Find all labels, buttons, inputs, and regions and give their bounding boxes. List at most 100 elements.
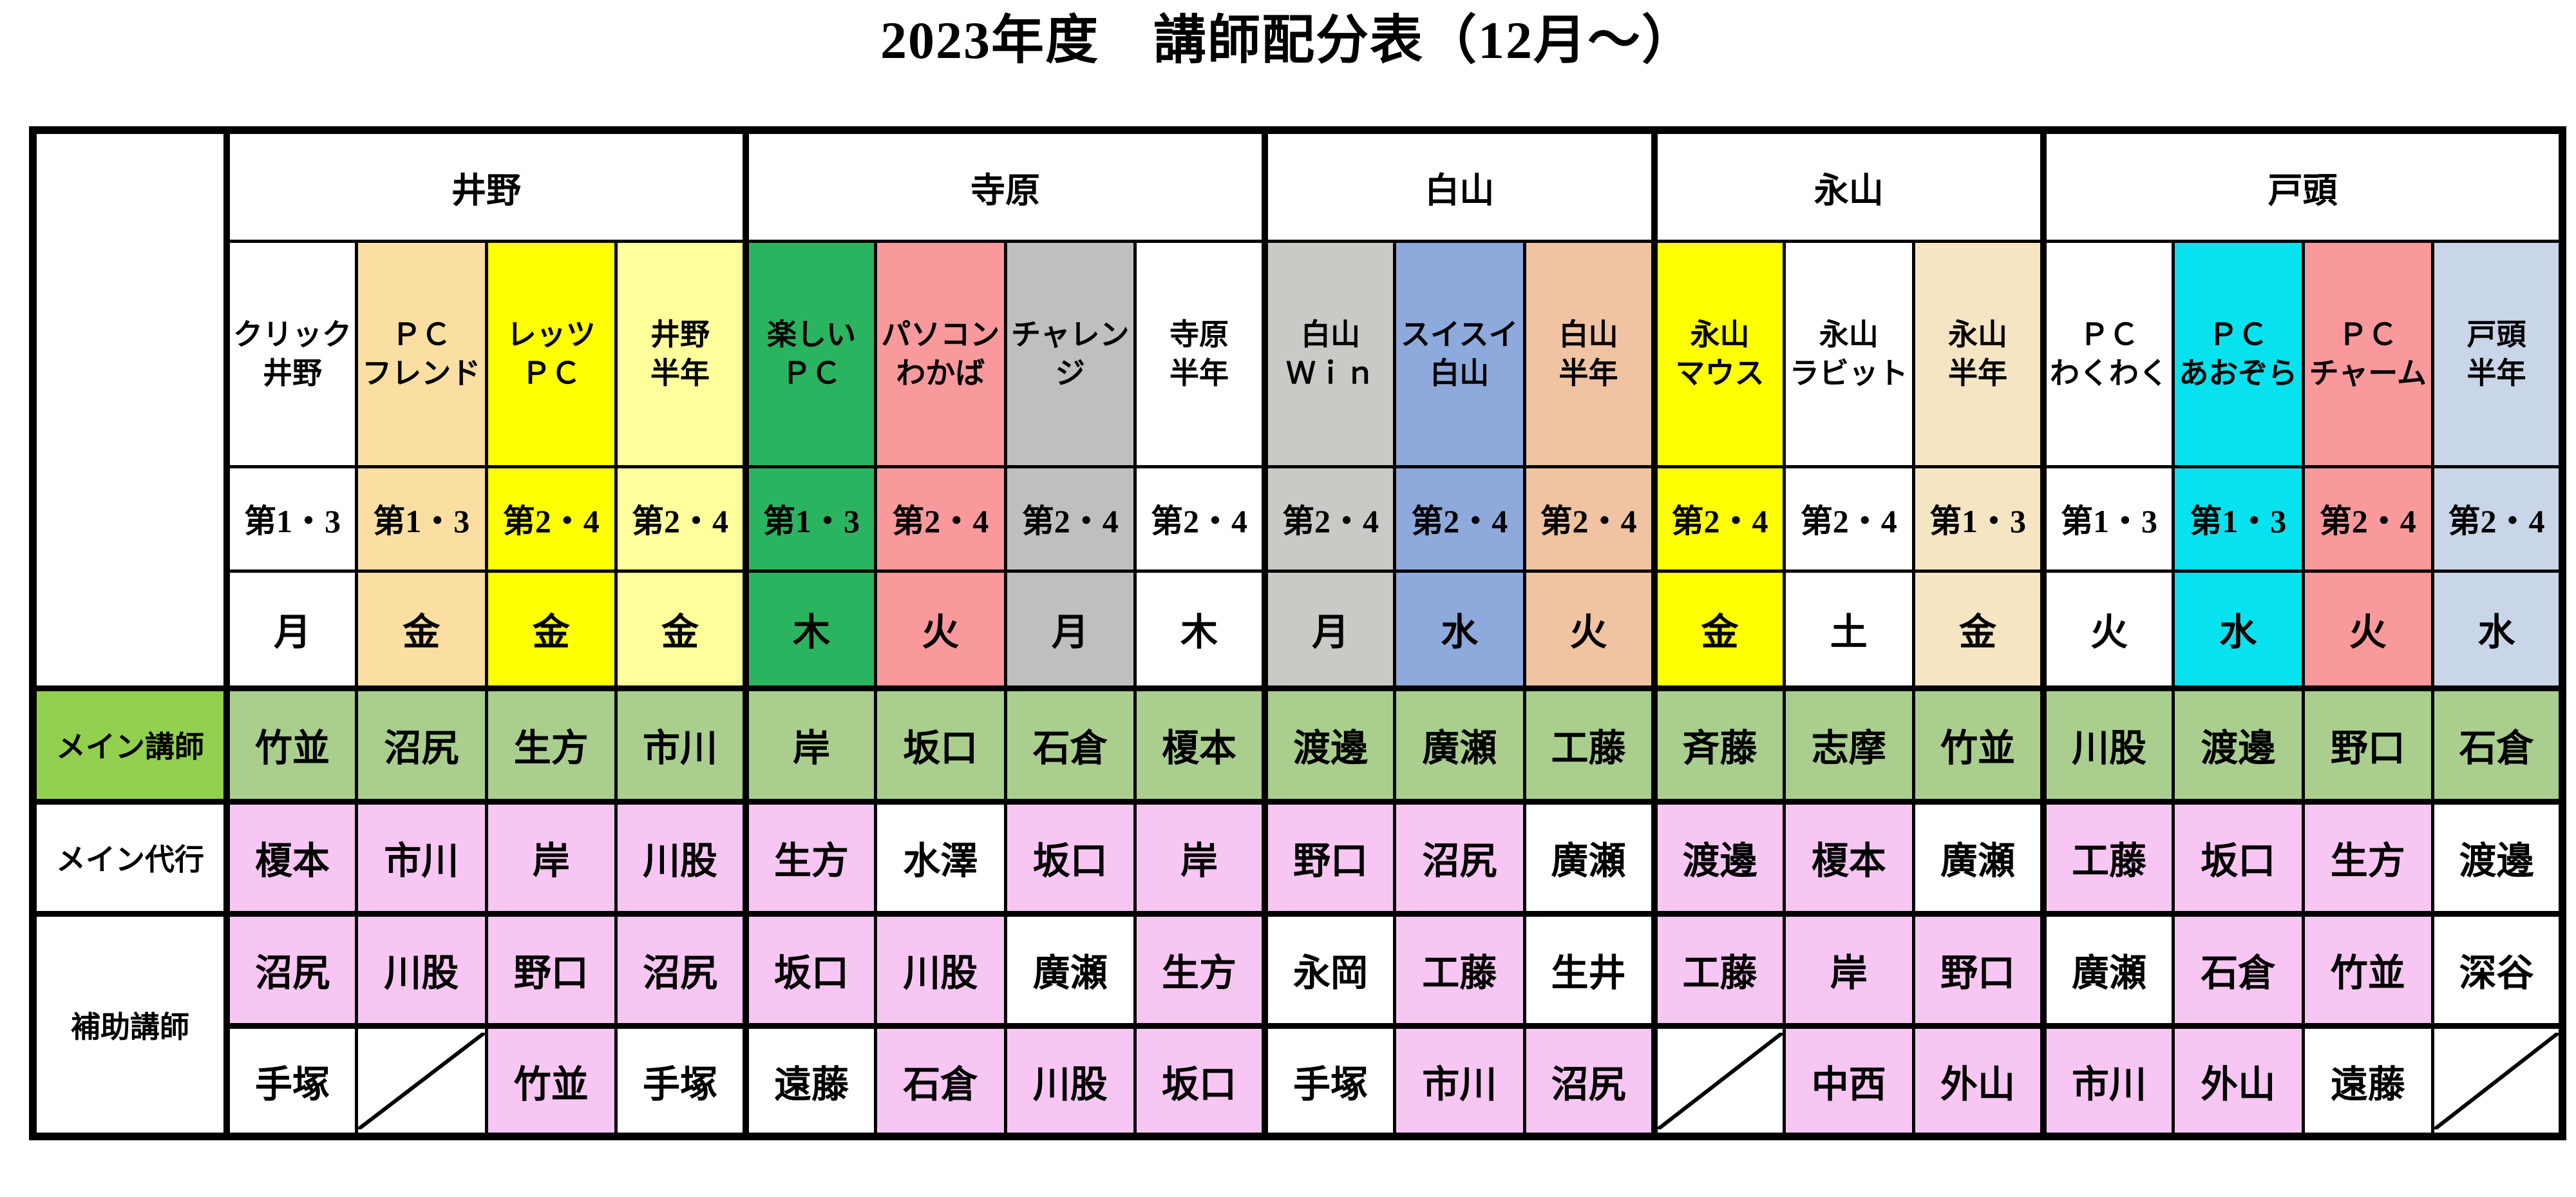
schedule-cell: 第1・3	[743, 464, 877, 573]
main-instructor-cell: 榎本	[1133, 685, 1267, 803]
day-cell: 金	[614, 569, 748, 690]
assistant-instructor-cell-2: 坂口	[1133, 1022, 1267, 1138]
day-cell: 水	[2172, 569, 2305, 690]
corner-cell	[31, 128, 230, 690]
assistant-instructor-cell-1: 生井	[1522, 910, 1656, 1028]
deputy-instructor-cell: 坂口	[1003, 798, 1137, 915]
deputy-instructor-cell: 廣瀬	[1912, 798, 2045, 915]
assistant-instructor-cell-1: 川股	[355, 910, 488, 1028]
schedule-cell: 第2・4	[1393, 464, 1526, 573]
deputy-instructor-row: メイン代行 榎本 市川岸川股 生方 水澤 坂口岸野口 沼尻 廣瀬 渡邊 榎本 廣瀬 工藤 坂口 生方 渡邊	[31, 798, 2564, 915]
main-instructor-cell: 岸	[743, 685, 877, 803]
deputy-instructor-cell: 市川	[355, 798, 488, 915]
day-cell: 金	[484, 569, 618, 690]
deputy-instructor-cell: 工藤	[2040, 798, 2175, 915]
deputy-instructor-cell: 榎本	[223, 798, 358, 915]
location-header: 永山	[1651, 128, 2045, 243]
assistant-instructor-cell-2: 川股	[1003, 1022, 1137, 1138]
diagonal-slash-cell	[355, 1022, 488, 1138]
class-name-cell: クリック 井野	[223, 239, 358, 468]
schedule-cell: 第2・4	[1651, 464, 1786, 573]
location-header: 白山	[1262, 128, 1656, 243]
schedule-cell: 第2・4	[484, 464, 618, 573]
main-instructor-cell: 沼尻	[355, 685, 488, 803]
assistant-instructor-cell-2: 中西	[1782, 1022, 1915, 1138]
day-cell: 木	[1133, 569, 1267, 690]
assistant-instructor-cell-1: 深谷	[2431, 910, 2564, 1028]
main-instructor-cell: 工藤	[1522, 685, 1656, 803]
assistant-instructor-cell-2: 市川	[1393, 1022, 1526, 1138]
location-header: 寺原	[743, 128, 1267, 243]
diagonal-slash-cell	[2431, 1022, 2564, 1138]
assistant-instructor-cell-1: 工藤	[1393, 910, 1526, 1028]
main-instructor-cell: 市川	[614, 685, 748, 803]
location-header: 戸頭	[2040, 128, 2564, 243]
assistant-instructor-cell-1: 野口	[1912, 910, 2045, 1028]
class-name-cell: チャレンジ	[1003, 239, 1137, 468]
main-instructor-cell: 生方	[484, 685, 618, 803]
day-cell: 金	[355, 569, 488, 690]
deputy-instructor-cell: 岸	[484, 798, 618, 915]
assistant-instructor-cell-2: 手塚	[1262, 1022, 1396, 1138]
class-name-cell: レッツ ＰＣ	[484, 239, 618, 468]
main-instructor-cell: 野口	[2301, 685, 2434, 803]
assistant-instructor-cell-2: 石倉	[874, 1022, 1007, 1138]
main-instructor-cell: 坂口	[874, 685, 1007, 803]
assistant-instructor-cell-1: 生方	[1133, 910, 1267, 1028]
main-instructor-cell: 石倉	[1003, 685, 1137, 803]
schedule-cell: 第2・4	[2431, 464, 2564, 573]
instructor-allocation-table: 井野 寺原 白山 永山 戸頭 クリック 井野 ＰＣ フレンド レッツ ＰＣ 井野 半年 楽しい ＰＣ パソコ…	[29, 126, 2566, 1141]
main-instructor-row: メイン講師 竹並 沼尻 生方 市川岸坂口 石倉 榎本 渡邊 廣瀬 工藤 斉藤 志摩 竹並 川股 渡邊 野口石…	[31, 685, 2564, 803]
assistant-instructor-cell-2: 遠藤	[743, 1022, 877, 1138]
assistant-instructor-cell-2: 遠藤	[2301, 1022, 2434, 1138]
main-instructor-cell: 斉藤	[1651, 685, 1786, 803]
main-instructor-cell: 志摩	[1782, 685, 1915, 803]
schedule-cell: 第2・4	[874, 464, 1007, 573]
schedule-cell: 第2・4	[614, 464, 748, 573]
main-instructor-cell: 廣瀬	[1393, 685, 1526, 803]
class-name-cell: 楽しい ＰＣ	[743, 239, 877, 468]
day-cell: 金	[1912, 569, 2045, 690]
schedule-cell: 第1・3	[1912, 464, 2045, 573]
assistant-instructor-cell-2: 沼尻	[1522, 1022, 1656, 1138]
day-cell: 金	[1651, 569, 1786, 690]
diagonal-slash-cell	[1651, 1022, 1786, 1138]
class-name-cell: 白山 半年	[1522, 239, 1656, 468]
class-name-cell: ＰＣ チャーム	[2301, 239, 2434, 468]
day-cell: 木	[743, 569, 877, 690]
schedule-cell: 第1・3	[223, 464, 358, 573]
assistant-instructor-row-1: 補助講師 沼尻 川股 野口 沼尻 坂口 川股 廣瀬 生方 永岡 工藤 生井 工藤岸野口 廣瀬 石倉 竹並 深谷	[31, 910, 2564, 1138]
schedule-cell: 第2・4	[1003, 464, 1137, 573]
deputy-instructor-cell: 沼尻	[1393, 798, 1526, 915]
assistant-instructor-cell-1: 岸	[1782, 910, 1915, 1028]
day-cell: 月	[1262, 569, 1396, 690]
day-cell: 土	[1782, 569, 1915, 690]
schedule-cell: 第2・4	[1522, 464, 1656, 573]
class-name-cell: 永山 半年	[1912, 239, 2045, 468]
assistant-instructor-cell-1: 坂口	[743, 910, 877, 1028]
diagonal-slash	[2436, 1032, 2559, 1129]
assistant-instructor-cell-2: 竹並	[484, 1022, 618, 1138]
schedule-cell: 第2・4	[2301, 464, 2434, 573]
main-instructor-cell: 渡邊	[1262, 685, 1396, 803]
assistant-instructor-cell-1: 永岡	[1262, 910, 1396, 1028]
day-cell: 火	[1522, 569, 1656, 690]
class-name-cell: パソコン わかば	[874, 239, 1007, 468]
class-name-cell: 戸頭 半年	[2431, 239, 2564, 468]
class-name-cell: スイスイ 白山	[1393, 239, 1526, 468]
class-name-cell: ＰＣ わくわく	[2040, 239, 2175, 468]
assistant-instructor-cell-2: 手塚	[223, 1022, 358, 1138]
main-instructor-label: メイン講師	[31, 685, 230, 803]
class-name-cell: ＰＣ あおぞら	[2172, 239, 2305, 468]
assistant-instructor-cell-1: 沼尻	[614, 910, 748, 1028]
deputy-instructor-cell: 渡邊	[2431, 798, 2564, 915]
deputy-instructor-cell: 生方	[2301, 798, 2434, 915]
page-title: 2023年度 講師配分表（12月～）	[880, 11, 1696, 70]
main-instructor-cell: 竹並	[223, 685, 358, 803]
class-name-row: クリック 井野 ＰＣ フレンド レッツ ＰＣ 井野 半年 楽しい ＰＣ パソコン わかば チャレンジ寺原…	[33, 239, 2564, 468]
assistant-instructor-row-2: 手塚 竹並 手塚 遠藤 石倉 川股 坂口 手塚 市川 沼尻 中西 外山 市川 外山 遠藤	[33, 1022, 2564, 1138]
schedule-cell: 第1・3	[2040, 464, 2175, 573]
assistant-instructor-cell-1: 沼尻	[223, 910, 358, 1028]
schedule-cell: 第1・3	[2172, 464, 2305, 573]
assistant-instructor-cell-2: 外山	[1912, 1022, 2045, 1138]
